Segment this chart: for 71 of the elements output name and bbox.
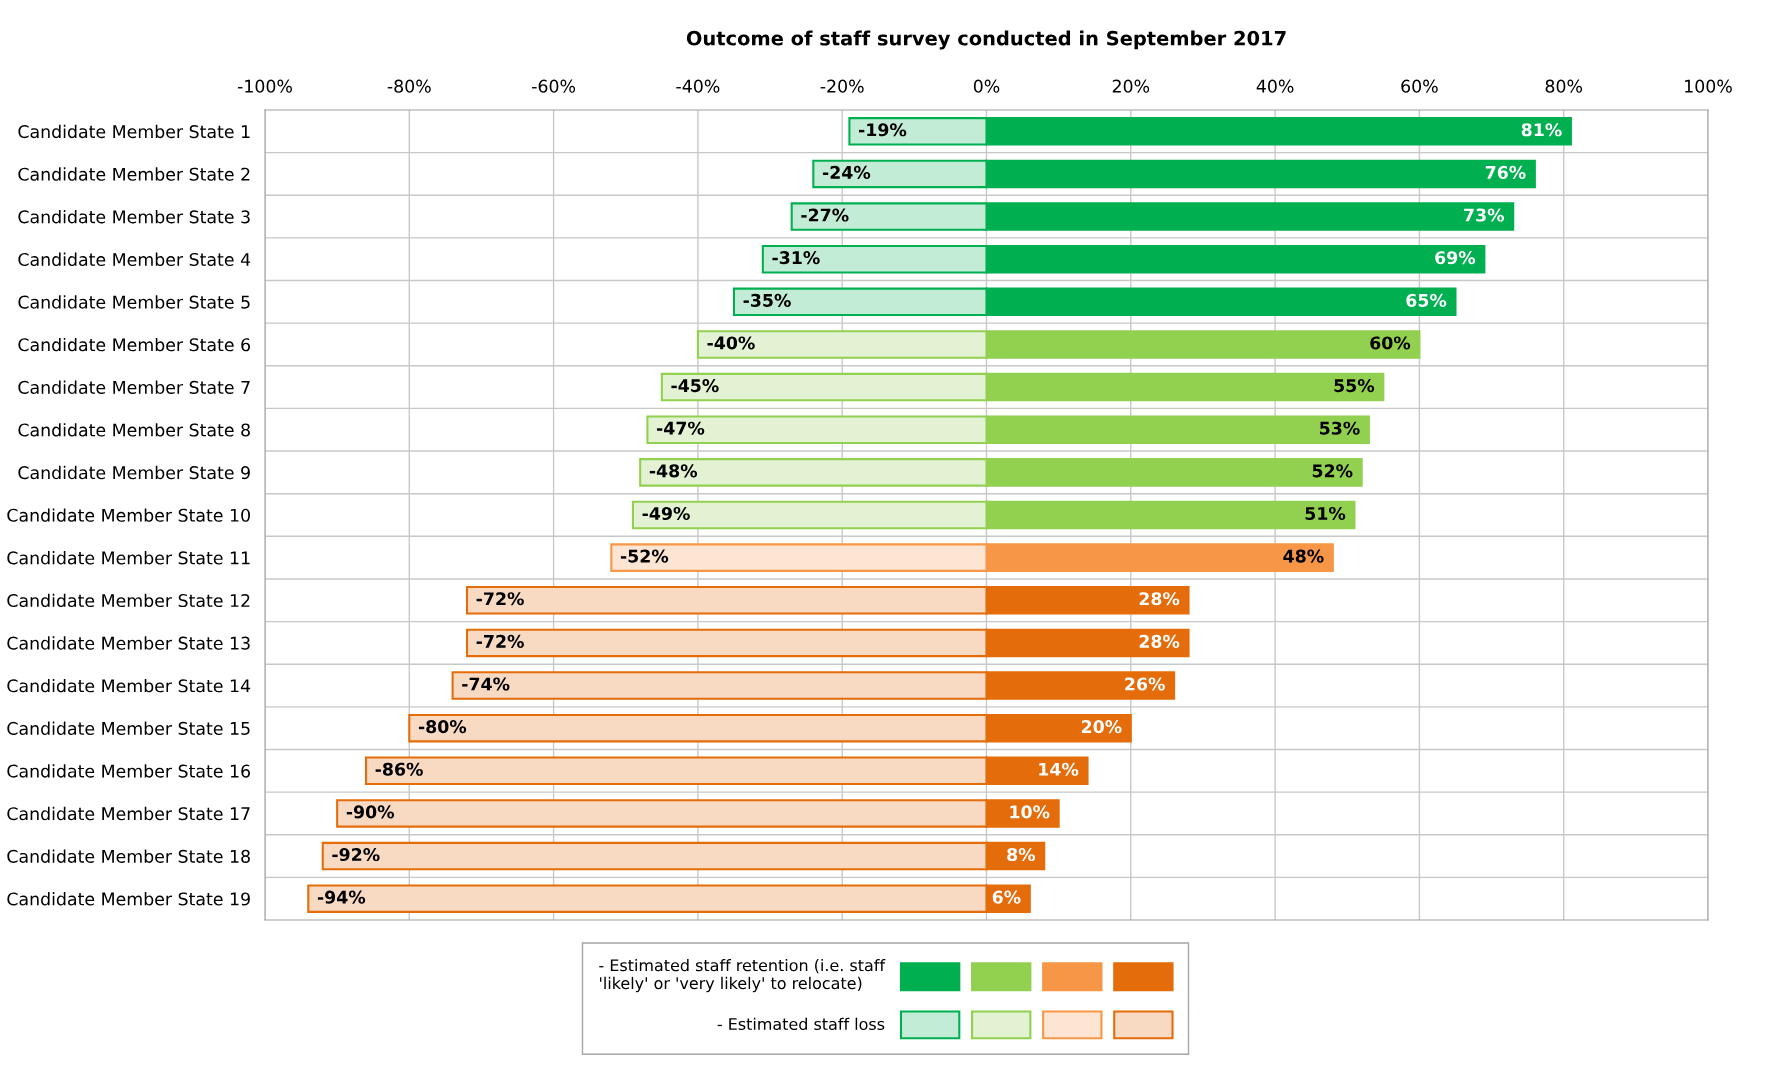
- data-label: -45%: [671, 379, 719, 393]
- y-tick-label: Candidate Member State 8: [18, 423, 250, 437]
- data-label: -27%: [801, 208, 849, 222]
- data-label: 52%: [1312, 464, 1353, 478]
- y-tick-label: Candidate Member State 11: [7, 551, 250, 565]
- data-label: -74%: [462, 677, 510, 691]
- data-label: -90%: [346, 805, 395, 819]
- data-label: -19%: [859, 123, 907, 137]
- data-label: -47%: [656, 421, 705, 435]
- data-label: 28%: [1139, 592, 1180, 606]
- data-label: 20%: [1081, 720, 1122, 734]
- y-tick-label: Candidate Member State 12: [7, 593, 250, 608]
- data-label: -72%: [476, 634, 524, 648]
- x-tick-label: -20%: [820, 79, 864, 93]
- y-tick-label: Candidate Member State 19: [7, 892, 250, 906]
- y-tick-label: Candidate Member State 4: [18, 252, 251, 267]
- data-label: 73%: [1464, 208, 1504, 222]
- data-label: -40%: [707, 336, 755, 350]
- y-tick-label: Candidate Member State 2: [18, 167, 250, 181]
- y-tick-label: Candidate Member State 5: [18, 295, 250, 309]
- x-tick-label: -100%: [237, 79, 292, 93]
- y-tick-label: Candidate Member State 10: [7, 508, 250, 522]
- x-tick-label: -80%: [387, 79, 431, 93]
- data-label: 28%: [1139, 634, 1180, 648]
- data-label: 8%: [1007, 847, 1036, 862]
- chart-title: Outcome of staff survey conducted in September 2017: [686, 30, 1286, 50]
- data-label: 55%: [1334, 379, 1375, 393]
- y-tick-label: Candidate Member State 13: [7, 636, 250, 650]
- data-label: -92%: [332, 847, 380, 862]
- y-tick-label: Candidate Member State 14: [7, 678, 251, 693]
- y-tick-label: Candidate Member State 15: [7, 721, 250, 735]
- data-label: -35%: [743, 293, 791, 307]
- data-label: 60%: [1370, 336, 1411, 350]
- x-tick-label: 100%: [1685, 79, 1732, 93]
- data-label: 14%: [1039, 762, 1079, 776]
- x-tick-label: 60%: [1401, 79, 1438, 93]
- data-label: 10%: [1010, 805, 1050, 819]
- y-tick-label: Candidate Member State 3: [18, 209, 250, 224]
- data-label: -72%: [476, 592, 524, 606]
- data-label: -80%: [418, 720, 467, 734]
- data-label: 53%: [1320, 421, 1360, 435]
- x-tick-label: 80%: [1545, 79, 1583, 93]
- data-label: 48%: [1283, 549, 1324, 563]
- y-tick-label: Candidate Member State 17: [7, 806, 250, 821]
- data-label: -52%: [620, 549, 669, 563]
- data-label: -48%: [649, 464, 698, 478]
- x-tick-label: -40%: [676, 79, 720, 93]
- data-label: 69%: [1435, 251, 1476, 265]
- data-label: -31%: [772, 251, 820, 265]
- data-label: 51%: [1305, 506, 1346, 521]
- data-label: 6%: [992, 890, 1021, 904]
- x-tick-label: 40%: [1256, 79, 1294, 93]
- x-tick-label: 20%: [1112, 79, 1150, 93]
- y-tick-label: Candidate Member State 18: [7, 849, 250, 863]
- data-label: -24%: [822, 165, 871, 179]
- data-label: 81%: [1521, 123, 1562, 137]
- y-tick-label: Candidate Member State 6: [18, 337, 251, 352]
- data-label: -94%: [317, 890, 366, 904]
- data-label: 76%: [1485, 165, 1526, 179]
- data-label: 65%: [1406, 293, 1447, 307]
- x-tick-label: -60%: [532, 79, 576, 93]
- y-tick-label: Candidate Member State 1: [18, 124, 250, 139]
- data-label: -86%: [375, 762, 423, 776]
- legend-label: - Estimated staff retention (i.e. staff 'likely' or 'very likely' to relocate): [599, 958, 886, 993]
- y-tick-label: Candidate Member State 9: [18, 465, 250, 480]
- data-label: -49%: [642, 506, 690, 521]
- x-tick-label: 0%: [973, 79, 1000, 93]
- legend-label: - Estimated staff loss: [717, 1017, 885, 1031]
- y-tick-label: Candidate Member State 7: [18, 380, 250, 394]
- data-label: 26%: [1125, 677, 1165, 691]
- y-tick-label: Candidate Member State 16: [7, 764, 251, 778]
